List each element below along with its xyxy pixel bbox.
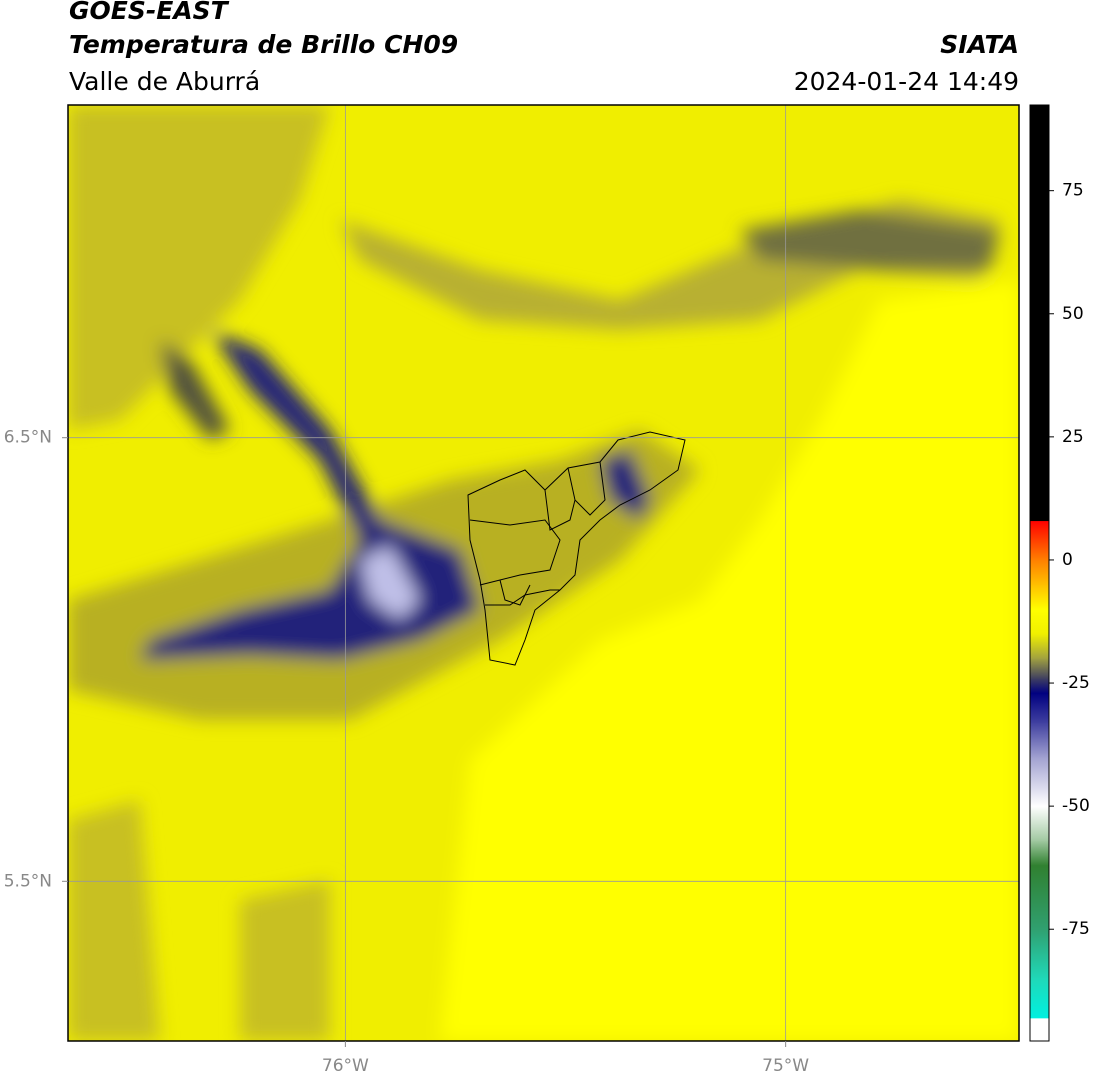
colorbar-frame — [1029, 104, 1050, 1042]
colorbar-segment — [1030, 520, 1049, 561]
colorbar-segment — [1030, 692, 1049, 723]
colorbar-segment — [1030, 756, 1049, 807]
graticule — [68, 105, 1019, 1041]
colorbar-segment — [1030, 722, 1049, 758]
colorbar-segment — [1030, 559, 1049, 586]
y-tick-label: 6.5°N — [4, 428, 52, 448]
colorbar-segment — [1030, 929, 1049, 979]
colorbar-tick-label: 0 — [1062, 550, 1073, 570]
colorbar-segment — [1030, 1017, 1049, 1042]
colorbar-segment — [1030, 633, 1049, 659]
y-tick-label: 5.5°N — [4, 871, 52, 891]
colorbar-segment — [1030, 978, 1049, 1019]
municipal-boundaries — [467, 431, 686, 666]
colorbar-tick-label: -50 — [1062, 796, 1090, 816]
source: SIATA — [940, 30, 1019, 59]
colorbar — [1030, 105, 1049, 1042]
colorbar-tick-label: 50 — [1062, 304, 1084, 324]
map-frame — [67, 104, 1020, 1042]
colorbar-tick-label: -25 — [1062, 673, 1090, 693]
cloud-field — [68, 105, 1019, 1041]
colorbar-segment — [1030, 658, 1049, 679]
colorbar-segment — [1030, 105, 1049, 522]
datetime: 2024-01-24 14:49 — [794, 67, 1019, 96]
colorbar-tick-label: 75 — [1062, 181, 1084, 201]
colorbar-segment — [1030, 840, 1049, 866]
title: GOES-EAST — [69, 0, 230, 25]
colorbar-segment — [1030, 609, 1049, 635]
x-tick-label: 76°W — [322, 1056, 369, 1076]
subtitle: Temperatura de Brillo CH09 — [69, 30, 458, 59]
region: Valle de Aburrá — [69, 67, 260, 96]
colorbar-tick-label: 25 — [1062, 427, 1084, 447]
colorbar-segment — [1030, 806, 1049, 842]
x-tick-label: 75°W — [762, 1056, 809, 1076]
colorbar-segment — [1030, 678, 1049, 694]
colorbar-tick-label: -75 — [1062, 919, 1090, 939]
colorbar-segment — [1030, 865, 1049, 930]
colorbar-segment — [1030, 584, 1049, 610]
field — [68, 105, 1019, 1041]
